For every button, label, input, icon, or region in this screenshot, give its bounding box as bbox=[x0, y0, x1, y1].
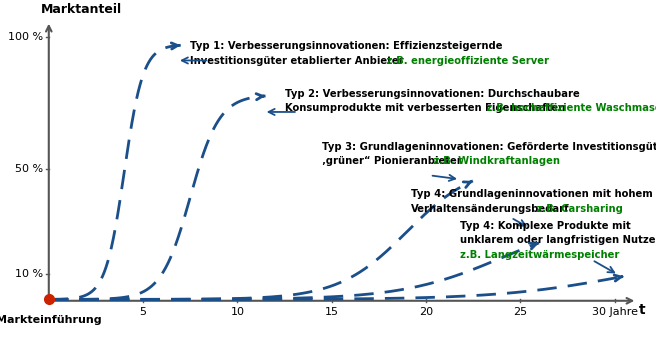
Text: 15: 15 bbox=[325, 307, 338, 317]
Text: z.B. Langzeitwärmespeicher: z.B. Langzeitwärmespeicher bbox=[460, 250, 619, 260]
Text: z.B. Carsharing: z.B. Carsharing bbox=[533, 204, 623, 214]
Text: Investitionsgüter etablierter Anbieter: Investitionsgüter etablierter Anbieter bbox=[190, 56, 404, 66]
Text: z.B. hocheffiziente Waschmaschine: z.B. hocheffiziente Waschmaschine bbox=[483, 103, 656, 113]
Text: 100 %: 100 % bbox=[8, 32, 43, 42]
Text: z.B. Windkraftanlagen: z.B. Windkraftanlagen bbox=[430, 156, 560, 166]
Text: Verhaltensänderungsbedarf: Verhaltensänderungsbedarf bbox=[411, 204, 569, 214]
Text: 10 %: 10 % bbox=[15, 269, 43, 279]
Text: Marktanteil: Marktanteil bbox=[41, 2, 123, 15]
Text: 5: 5 bbox=[140, 307, 146, 317]
Text: 30 Jahre: 30 Jahre bbox=[592, 307, 638, 317]
Text: 25: 25 bbox=[513, 307, 527, 317]
Text: z.B. energieoffiziente Server: z.B. energieoffiziente Server bbox=[382, 56, 548, 66]
Text: Typ 4: Komplexe Produkte mit: Typ 4: Komplexe Produkte mit bbox=[460, 221, 630, 231]
Text: Typ 1: Verbesserungsinnovationen: Effizienzsteigernde: Typ 1: Verbesserungsinnovationen: Effizi… bbox=[190, 41, 502, 51]
Text: 50 %: 50 % bbox=[15, 164, 43, 174]
Text: 20: 20 bbox=[419, 307, 433, 317]
Text: ‚grüner“ Pionieranbieter: ‚grüner“ Pionieranbieter bbox=[322, 156, 462, 166]
Text: unklarem oder langfristigen Nutzen: unklarem oder langfristigen Nutzen bbox=[460, 235, 656, 245]
Text: Konsumprodukte mit verbesserten Eigenschaften: Konsumprodukte mit verbesserten Eigensch… bbox=[285, 103, 565, 113]
Text: Markteinführung: Markteinführung bbox=[0, 315, 102, 325]
Text: 10: 10 bbox=[230, 307, 245, 317]
Text: Typ 4: Grundlageninnovationen mit hohem: Typ 4: Grundlageninnovationen mit hohem bbox=[411, 189, 653, 199]
Text: t: t bbox=[639, 304, 646, 317]
Text: Typ 2: Verbesserungsinnovationen: Durchschaubare: Typ 2: Verbesserungsinnovationen: Durchs… bbox=[285, 89, 579, 99]
Text: Typ 3: Grundlageninnovationen: Geförderte Investitionsgüter: Typ 3: Grundlageninnovationen: Gefördert… bbox=[322, 142, 656, 152]
